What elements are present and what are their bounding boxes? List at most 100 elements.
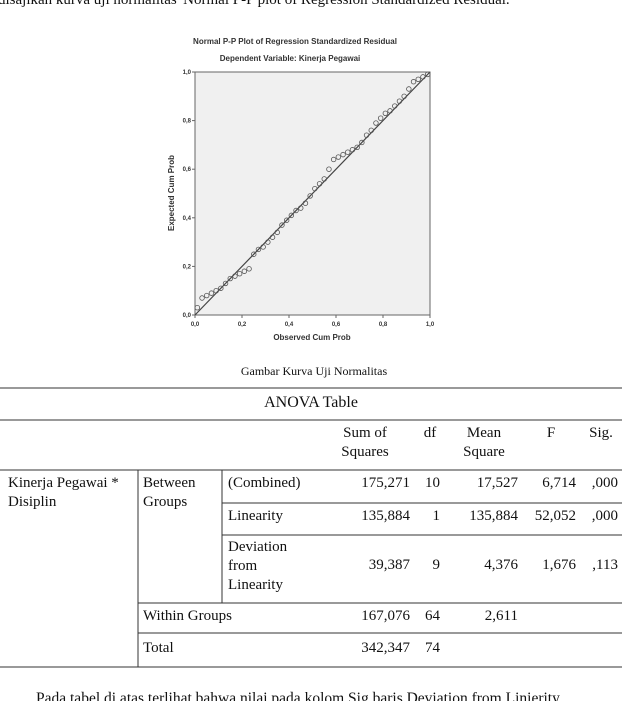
column-header: F [546,425,556,441]
data-point [298,205,304,211]
row-label: Linearity [228,508,283,524]
data-point [354,144,360,151]
data-point [373,120,379,126]
data-point [321,176,327,182]
data-point [274,229,280,236]
data-point [213,288,219,294]
column-header: df [423,425,437,441]
data-point [424,71,431,78]
data-point [199,295,205,301]
data-point [312,185,318,192]
data-point [208,290,215,296]
table-cell: 10 [425,475,440,491]
table-cell: 167,076 [361,608,410,624]
data-point [330,156,337,163]
y-tick-label: 0,2 [183,264,192,270]
y-tick-label: 0,6 [183,167,192,173]
data-point [222,280,229,287]
data-point [349,147,356,153]
table-cell: ,000 [591,508,618,524]
table-cell: 135,884 [361,508,410,524]
data-point [279,222,285,228]
data-point [218,285,224,291]
data-point [307,193,313,199]
x-tick-label: 0,4 [285,322,294,328]
x-tick-label: 1,0 [426,322,435,328]
data-point [241,268,248,274]
table-cell: 39,387 [368,557,410,573]
row-label: Within Groups [143,608,232,624]
data-point [326,166,332,172]
y-tick-label: 0,8 [183,119,192,125]
data-point [265,239,271,245]
table-cell: 6,714 [542,475,576,491]
data-point [283,217,290,223]
data-point [415,76,421,82]
table-cell: 2,611 [484,608,518,624]
table-cell: 9 [432,557,441,573]
x-axis-label: Observed Cum Prob [273,333,350,342]
data-point [335,154,342,160]
paragraph: Pada tabel di atas terlihat bahwa nilai … [36,690,560,701]
data-point [340,151,346,158]
data-point [396,98,403,104]
chart-title: Normal P-P Plot of Regression Standardiz… [193,37,397,46]
table-cell: 342,347 [361,640,410,656]
table-cell: 135,884 [469,508,518,524]
x-tick-label: 0,8 [379,322,388,328]
data-point [236,270,243,277]
y-tick-label: 0,4 [183,216,192,222]
reference-line [194,71,431,316]
caption: Gambar Kurva Uji Normalitas [240,364,388,378]
data-point [194,305,201,311]
data-point [420,74,426,80]
table-cell: 1 [432,508,441,524]
x-tick-label: 0,6 [332,322,341,328]
data-point [251,251,257,257]
group-label: Between Groups [143,475,196,510]
y-tick-label: 1,0 [183,70,192,76]
data-point [288,212,295,219]
data-point [345,149,351,155]
column-header: Sum of Squares [341,425,389,460]
data-point [269,234,276,240]
table-cell: 4,376 [484,557,518,573]
x-tick-label: 0,0 [191,322,200,328]
data-point [382,110,389,117]
table-cell: 64 [425,608,440,624]
data-point [359,139,365,146]
data-point [227,275,233,282]
row-label: Total [143,640,174,656]
intro-text: disajikan kurva uji normalitas 'Normal P… [0,0,510,8]
data-point [302,200,309,206]
data-point [232,273,238,279]
data-point [377,115,384,121]
y-axis-label: Expected Cum Prob [167,155,176,231]
table-cell: ,000 [591,475,618,491]
data-point [368,127,374,134]
chart-subtitle: Dependent Variable: Kinerja Pegawai [220,54,361,63]
data-point [293,207,299,214]
table-cell: 17,527 [476,475,518,491]
data-point [255,246,262,253]
data-point [260,244,266,250]
row-label: Deviation from Linearity [228,539,288,593]
table-cell: ,113 [592,557,618,573]
table-cell: 1,676 [542,557,576,573]
data-point [401,93,407,99]
data-point [410,79,417,85]
row-label: Kinerja Pegawai * Disiplin [8,475,119,510]
data-point [204,292,210,299]
data-point [316,181,323,187]
table-cell: 74 [425,640,440,656]
table-cell: 175,271 [361,475,410,491]
data-point [387,108,393,114]
table-title: ANOVA Table [264,394,358,411]
x-tick-label: 0,2 [238,322,247,328]
column-header: Mean Square [463,425,505,460]
data-point [392,103,398,109]
data-point [363,132,370,138]
data-point [406,86,412,92]
